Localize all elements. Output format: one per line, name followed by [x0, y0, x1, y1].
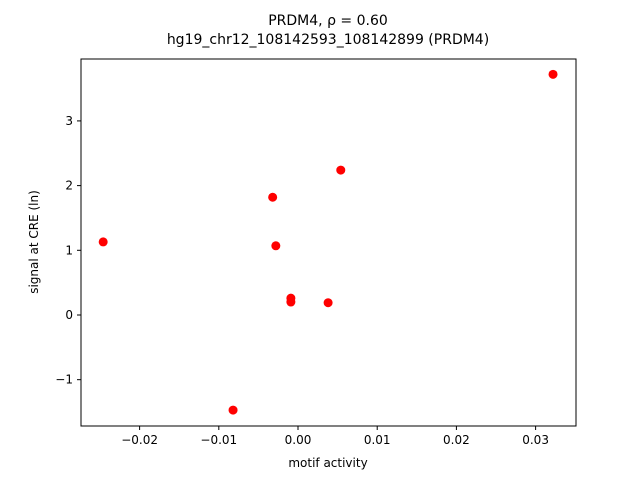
y-tick-label: 3	[65, 114, 73, 128]
chart-title: PRDM4, ρ = 0.60	[268, 13, 388, 29]
y-tick-label: 0	[65, 308, 73, 322]
point	[548, 69, 558, 79]
point	[228, 405, 238, 415]
x-tick-label: 0.02	[443, 433, 470, 447]
chart-subtitle: hg19_chr12_108142593_108142899 (PRDM4)	[167, 32, 489, 48]
plot-frame	[80, 58, 577, 427]
y-tick-label: −1	[55, 373, 73, 387]
point	[286, 297, 296, 307]
x-tick-label: −0.01	[200, 433, 237, 447]
x-tick-label: −0.02	[121, 433, 158, 447]
point	[271, 241, 281, 251]
point	[268, 192, 278, 202]
x-tick-label: 0.03	[522, 433, 549, 447]
x-tick-label: 0.01	[364, 433, 391, 447]
point	[98, 237, 108, 247]
y-tick-label: 1	[65, 243, 73, 257]
point	[323, 298, 333, 308]
y-axis-label: signal at CRE (ln)	[27, 190, 41, 294]
x-tick-label: 0.00	[285, 433, 312, 447]
y-tick-label: 2	[65, 179, 73, 193]
point	[336, 165, 346, 175]
x-axis-label: motif activity	[288, 456, 367, 470]
